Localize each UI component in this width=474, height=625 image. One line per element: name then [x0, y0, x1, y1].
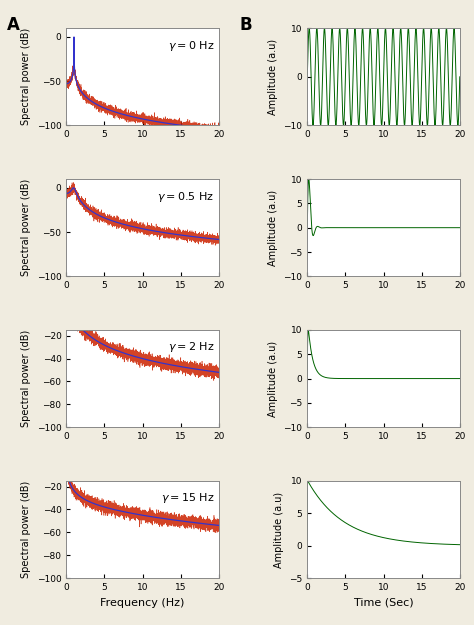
Y-axis label: Spectral power (dB): Spectral power (dB): [21, 481, 31, 578]
Text: $\gamma = 15$ Hz: $\gamma = 15$ Hz: [161, 491, 214, 505]
X-axis label: Time (Sec): Time (Sec): [354, 598, 413, 608]
Text: $\gamma = 0$ Hz: $\gamma = 0$ Hz: [168, 39, 214, 52]
Y-axis label: Amplitude (a.u): Amplitude (a.u): [268, 39, 278, 115]
Y-axis label: Amplitude (a.u): Amplitude (a.u): [273, 491, 283, 568]
Y-axis label: Amplitude (a.u): Amplitude (a.u): [268, 341, 278, 417]
Y-axis label: Spectral power (dB): Spectral power (dB): [21, 330, 31, 428]
Text: $\gamma = 2$ Hz: $\gamma = 2$ Hz: [168, 341, 214, 354]
Text: $\gamma = 0.5$ Hz: $\gamma = 0.5$ Hz: [157, 189, 214, 204]
Y-axis label: Spectral power (dB): Spectral power (dB): [21, 179, 31, 276]
Text: A: A: [7, 16, 20, 34]
Y-axis label: Spectral power (dB): Spectral power (dB): [21, 28, 31, 126]
Text: B: B: [239, 16, 252, 34]
Y-axis label: Amplitude (a.u): Amplitude (a.u): [268, 189, 278, 266]
X-axis label: Frequency (Hz): Frequency (Hz): [100, 598, 185, 608]
